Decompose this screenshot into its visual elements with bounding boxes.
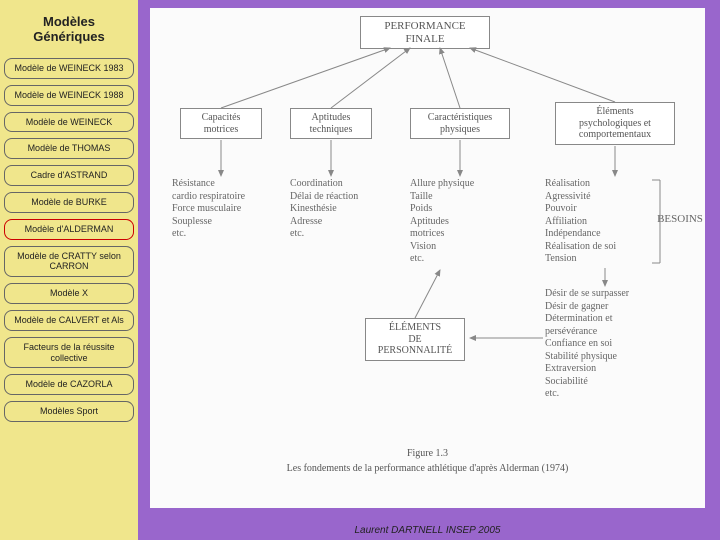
nav-list: Modèle de WEINECK 1983 Modèle de WEINECK … xyxy=(4,58,134,422)
label-besoins: BESOINS xyxy=(655,213,705,227)
list-desir: Désir de se surpasserDésir de gagnerDéte… xyxy=(545,288,675,401)
nav-item-12[interactable]: Modèles Sport xyxy=(4,401,134,422)
nav-item-0[interactable]: Modèle de WEINECK 1983 xyxy=(4,58,134,79)
nav-item-3[interactable]: Modèle de THOMAS xyxy=(4,138,134,159)
diagram-panel: PERFORMANCEFINALE Capacitésmotrices Apti… xyxy=(150,8,705,508)
box-aptitudes-techniques: Aptitudestechniques xyxy=(290,108,372,139)
sidebar: Modèles Génériques Modèle de WEINECK 198… xyxy=(0,0,138,540)
list-coordination: CoordinationDélai de réactionKinesthésie… xyxy=(290,178,390,241)
list-allure: Allure physiqueTaillePoidsAptitudesmotri… xyxy=(410,178,510,266)
nav-item-10[interactable]: Facteurs de la réussite collective xyxy=(4,337,134,369)
nav-item-4[interactable]: Cadre d'ASTRAND xyxy=(4,165,134,186)
diagram: PERFORMANCEFINALE Capacitésmotrices Apti… xyxy=(150,8,705,508)
figure-caption: Les fondements de la performance athléti… xyxy=(150,463,705,474)
nav-item-2[interactable]: Modèle de WEINECK xyxy=(4,112,134,133)
list-resistance: Résistancecardio respiratoireForce muscu… xyxy=(172,178,282,241)
footer-credit: Laurent DARTNELL INSEP 2005 xyxy=(150,525,705,536)
nav-item-11[interactable]: Modèle de CAZORLA xyxy=(4,374,134,395)
nav-item-1[interactable]: Modèle de WEINECK 1988 xyxy=(4,85,134,106)
box-caracteristiques-physiques: Caractéristiquesphysiques xyxy=(410,108,510,139)
nav-item-6[interactable]: Modèle d'ALDERMAN xyxy=(4,219,134,240)
box-capacites-motrices: Capacitésmotrices xyxy=(180,108,262,139)
figure-number: Figure 1.3 xyxy=(150,448,705,459)
box-elements-psychologiques: Élémentspsychologiques etcomportementaux xyxy=(555,102,675,145)
nav-item-5[interactable]: Modèle de BURKE xyxy=(4,192,134,213)
sidebar-title: Modèles Génériques xyxy=(4,4,134,58)
box-elements-personnalite: ÉLÉMENTSDEPERSONNALITÉ xyxy=(365,318,465,361)
nav-item-8[interactable]: Modèle X xyxy=(4,283,134,304)
box-performance-finale: PERFORMANCEFINALE xyxy=(360,16,490,49)
nav-item-7[interactable]: Modèle de CRATTY selon CARRON xyxy=(4,246,134,278)
nav-item-9[interactable]: Modèle de CALVERT et Als xyxy=(4,310,134,331)
list-realisation: RéalisationAgressivitéPouvoirAffiliation… xyxy=(545,178,655,266)
